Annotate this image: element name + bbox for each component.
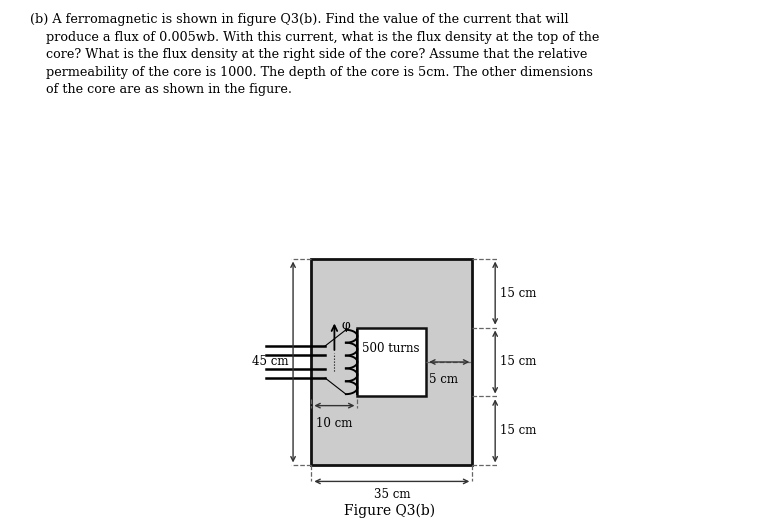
Text: φ: φ bbox=[342, 319, 350, 332]
Text: Figure Q3(b): Figure Q3(b) bbox=[345, 504, 435, 518]
Text: 15 cm: 15 cm bbox=[500, 356, 536, 368]
Text: 35 cm: 35 cm bbox=[374, 488, 410, 501]
Text: 15 cm: 15 cm bbox=[500, 425, 536, 437]
Text: 15 cm: 15 cm bbox=[500, 287, 536, 299]
Text: 45 cm: 45 cm bbox=[252, 356, 289, 368]
Text: (b) A ferromagnetic is shown in figure Q3(b). Find the value of the current that: (b) A ferromagnetic is shown in figure Q… bbox=[30, 13, 599, 96]
Text: 10 cm: 10 cm bbox=[316, 417, 353, 430]
Bar bbox=[357, 328, 426, 396]
Text: 500 turns: 500 turns bbox=[362, 342, 420, 355]
Bar bbox=[311, 259, 472, 465]
Text: 5 cm: 5 cm bbox=[428, 374, 458, 386]
